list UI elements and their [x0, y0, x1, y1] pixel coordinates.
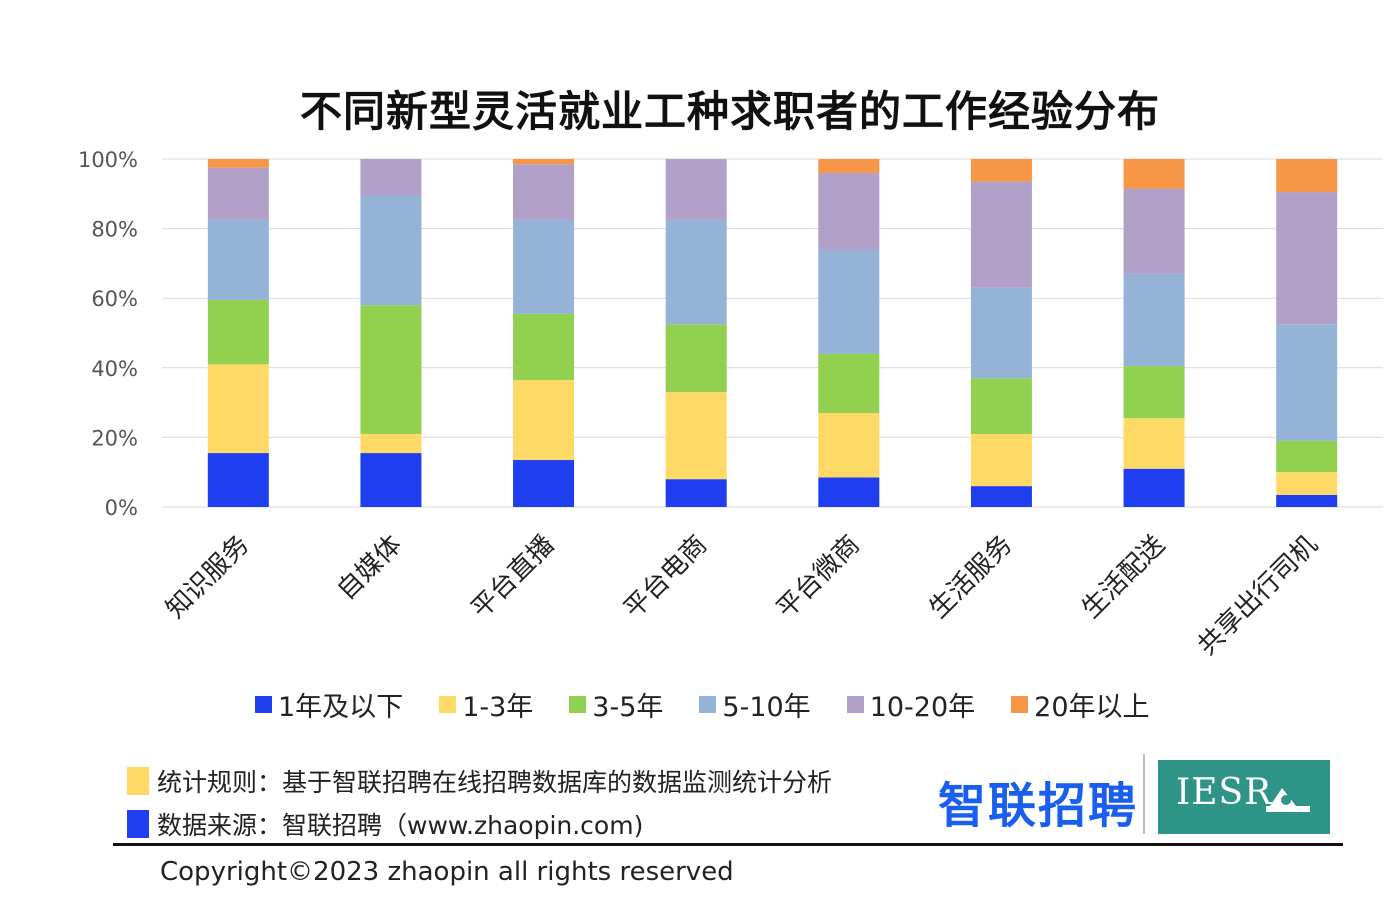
bar-segment [513, 159, 575, 165]
bar-segment [1276, 324, 1338, 441]
bar-segment [360, 305, 422, 434]
x-tick-label: 生活配送 [1076, 530, 1171, 625]
x-tick-label: 平台电商 [618, 530, 713, 625]
legend-swatch [569, 695, 587, 713]
legend-item: 5-10年 [699, 685, 811, 724]
bar-segment [818, 413, 880, 478]
bar-segment [1123, 468, 1185, 507]
bars [207, 159, 1338, 507]
legend-item: 10-20年 [846, 685, 976, 724]
bar-segment [360, 433, 422, 454]
bar-segment [1123, 188, 1185, 274]
grid-lines [162, 158, 1383, 508]
note-rule-swatch [127, 767, 149, 795]
iesr-logo-text: IESR [1176, 772, 1273, 813]
legend-item: 20年以上 [1011, 685, 1150, 724]
note-source: 数据来源：智联招聘（www.zhaopin.com) [127, 806, 643, 842]
legend-swatch [1011, 695, 1029, 713]
legend-item: 1-3年 [439, 685, 533, 724]
bar-segment [1276, 440, 1338, 473]
x-tick-label: 平台直播 [466, 530, 561, 625]
zhaopin-logo: 智联招聘 [938, 778, 1139, 834]
x-tick-label: 生活服务 [924, 530, 1019, 625]
bar-segment [207, 159, 269, 168]
bar-segment [970, 181, 1032, 288]
y-axis-ticks: 0% 20% 40% 60% 80% 100% [78, 148, 138, 520]
bar-segment [665, 219, 727, 325]
legend-swatch [846, 695, 864, 713]
bar-segment [665, 479, 727, 507]
iesr-emblem-icon [1266, 788, 1310, 812]
bar-segment [1276, 159, 1338, 193]
legend-swatch [439, 695, 457, 713]
bar-segment [1123, 418, 1185, 469]
bar-segment [818, 159, 880, 173]
bar-segment [970, 159, 1032, 182]
legend-label: 3-5年 [592, 691, 664, 723]
legend-label: 1年及以下 [278, 691, 404, 723]
legend-swatch [699, 695, 717, 713]
bar-segment [970, 378, 1032, 434]
y-tick-label: 40% [91, 357, 138, 381]
bar-segment [665, 159, 727, 220]
legend-label: 10-20年 [869, 691, 976, 723]
bar-segment [970, 486, 1032, 507]
copyright-text: Copyright©2023 zhaopin all rights reserv… [160, 857, 734, 887]
legend: 1年及以下 1-3年 3-5年 5-10年 10-20年 20年以上 [255, 684, 1186, 724]
bar-segment [818, 249, 880, 354]
legend-item: 1年及以下 [255, 685, 403, 724]
bar-segment [818, 353, 880, 414]
note-source-text: 数据来源：智联招聘（www.zhaopin.com) [157, 811, 644, 840]
legend-label: 20年以上 [1034, 691, 1150, 723]
bar-segment [513, 313, 575, 380]
bar-segment [513, 460, 575, 507]
bar-segment [360, 159, 422, 196]
x-tick-label: 自媒体 [332, 530, 408, 606]
bar-segment [513, 379, 575, 461]
note-source-swatch [127, 810, 149, 838]
bar-segment [360, 453, 422, 507]
legend-swatch [255, 695, 272, 713]
legend-item: 3-5年 [569, 685, 663, 724]
iesr-logo: IESR [1158, 760, 1330, 834]
bar-segment [1123, 273, 1185, 367]
note-rule: 统计规则：基于智联招聘在线招聘数据库的数据监测统计分析 [127, 763, 832, 799]
bar-segment [818, 477, 880, 507]
stacked-bar-chart: 0%20%40%60%80%100% 知识服务 自媒体 平台直播 平台电商 平台微商 生活… [78, 148, 1383, 662]
y-tick-label: 80% [91, 218, 138, 242]
logo-divider [1143, 754, 1145, 834]
bar-segment [1123, 366, 1185, 419]
bar-segment [207, 219, 269, 300]
bar-segment [513, 164, 575, 220]
y-tick-label: 0% [105, 496, 138, 520]
bar-segment [818, 172, 880, 250]
note-rule-text: 统计规则：基于智联招聘在线招聘数据库的数据监测统计分析 [157, 768, 833, 797]
bar-segment [1276, 192, 1338, 325]
x-tick-label: 共享出行司机 [1192, 530, 1324, 662]
bar-segment [513, 219, 575, 314]
x-axis-ticks: 知识服务 自媒体 平台直播 平台电商 平台微商 生活服务 生活配送 共享出行司机 [160, 530, 1323, 662]
bar-segment [970, 433, 1032, 487]
x-tick-label: 知识服务 [160, 530, 255, 625]
y-tick-label: 100% [78, 148, 138, 172]
y-tick-label: 60% [91, 287, 138, 311]
y-tick-label: 20% [91, 426, 138, 450]
bar-segment [970, 287, 1032, 379]
bar-segment [207, 364, 269, 454]
footer-divider [113, 843, 1343, 846]
bar-segment [360, 195, 422, 306]
bar-segment [207, 299, 269, 365]
bar-segment [1276, 494, 1338, 507]
bar-segment [1276, 472, 1338, 495]
bar-segment [665, 324, 727, 393]
bar-segment [207, 167, 269, 220]
legend-label: 1-3年 [462, 691, 534, 723]
bar-segment [665, 392, 727, 480]
bar-segment [207, 453, 269, 507]
bar-segment [1123, 159, 1185, 189]
legend-label: 5-10年 [722, 691, 811, 723]
chart-title: 不同新型灵活就业工种求职者的工作经验分布 [299, 87, 1160, 136]
x-tick-label: 平台微商 [771, 530, 866, 625]
